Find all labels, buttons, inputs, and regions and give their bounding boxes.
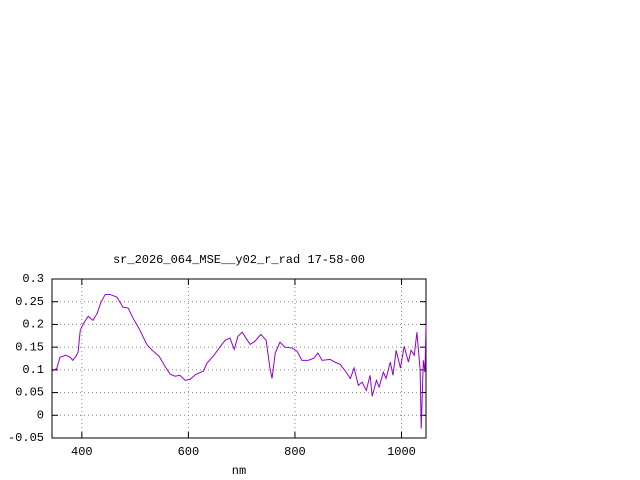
x-tick-label: 400: [71, 445, 93, 459]
y-tick-label: 0.25: [15, 295, 44, 309]
x-tick-label: 600: [178, 445, 200, 459]
chart-title: sr_2026_064_MSE__y02_r_rad 17-58-00: [113, 253, 365, 267]
x-tick-label: 800: [284, 445, 306, 459]
y-tick-label: 0.3: [22, 272, 44, 286]
y-tick-label: 0.05: [15, 386, 44, 400]
plot-border: [51, 278, 427, 439]
y-tick-label: -0.05: [8, 431, 44, 445]
x-tick-label: 1000: [387, 445, 416, 459]
y-tick-label: 0.2: [22, 318, 44, 332]
x-axis-label: nm: [232, 464, 246, 478]
y-tick-label: 0: [37, 408, 44, 422]
y-tick-label: 0.1: [22, 363, 44, 377]
y-tick-label: 0.15: [15, 340, 44, 354]
data-line: [51, 293, 427, 429]
